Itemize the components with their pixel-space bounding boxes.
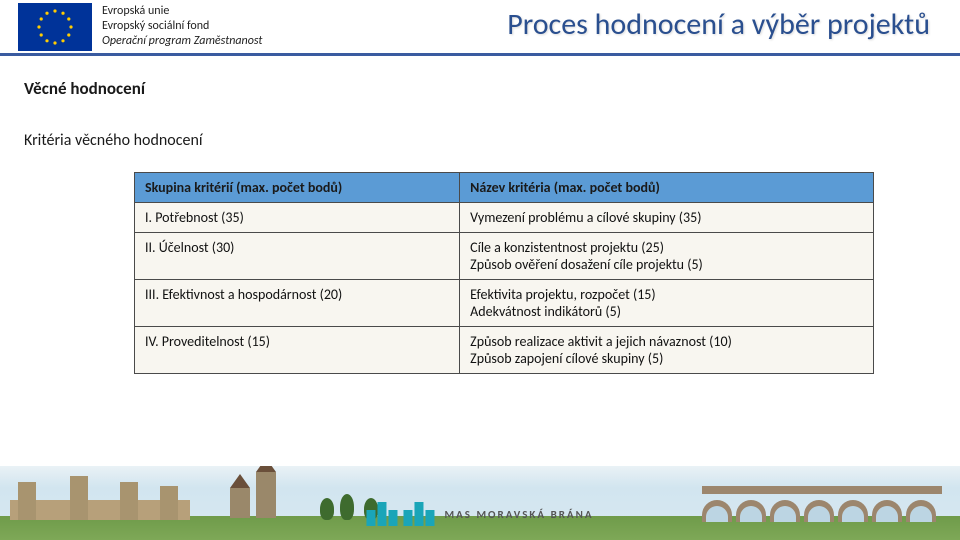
- footer-logo: MAS MORAVSKÁ BRÁNA: [366, 502, 593, 526]
- castle-icon: [10, 472, 190, 520]
- cell-name: Efektivita projektu, rozpočet (15) Adekv…: [460, 280, 874, 327]
- criteria-line: Vymezení problému a cílové skupiny (35): [470, 209, 863, 226]
- content-section: Věcné hodnocení Kritéria věcného hodnoce…: [0, 56, 960, 374]
- criteria-line: Adekvátnost indikátorů (5): [470, 303, 863, 320]
- table-row: IV. Proveditelnost (15) Způsob realizace…: [135, 327, 874, 374]
- table-row: I. Potřebnost (35) Vymezení problému a c…: [135, 203, 874, 233]
- eu-logo-block: Evropská unie Evropský sociální fond Ope…: [18, 3, 262, 51]
- cell-group: IV. Proveditelnost (15): [135, 327, 460, 374]
- eu-flag-icon: [18, 3, 92, 51]
- page-title: Proces hodnocení a výběr projektů: [507, 6, 930, 43]
- criteria-table: Skupina kritérií (max. počet bodů) Název…: [134, 172, 874, 374]
- criteria-line: Způsob realizace aktivit a jejich návazn…: [470, 333, 863, 350]
- cell-name: Vymezení problému a cílové skupiny (35): [460, 203, 874, 233]
- criteria-line: Způsob ověření dosažení cíle projektu (5…: [470, 256, 863, 273]
- table-row: III. Efektivnost a hospodárnost (20) Efe…: [135, 280, 874, 327]
- section-heading: Věcné hodnocení: [24, 78, 936, 99]
- criteria-line: Efektivita projektu, rozpočet (15): [470, 286, 863, 303]
- footer-illustration: MAS MORAVSKÁ BRÁNA: [0, 466, 960, 540]
- eu-program-text: Evropská unie Evropský sociální fond Ope…: [102, 4, 262, 49]
- table-header-row: Skupina kritérií (max. počet bodů) Název…: [135, 173, 874, 203]
- eu-text-line1: Evropská unie: [102, 4, 262, 19]
- cell-group: III. Efektivnost a hospodárnost (20): [135, 280, 460, 327]
- footer-org-name: MAS MORAVSKÁ BRÁNA: [444, 508, 593, 521]
- column-header-name: Název kritéria (max. počet bodů): [460, 173, 874, 203]
- eu-text-line2: Evropský sociální fond: [102, 19, 262, 34]
- cell-name: Cíle a konzistentnost projektu (25) Způs…: [460, 233, 874, 280]
- mm-logo-icon: [366, 502, 434, 526]
- sub-heading: Kritéria věcného hodnocení: [24, 131, 936, 150]
- bridge-icon: [702, 486, 942, 522]
- criteria-line: Cíle a konzistentnost projektu (25): [470, 239, 863, 256]
- header-bar: Evropská unie Evropský sociální fond Ope…: [0, 0, 960, 56]
- cell-name: Způsob realizace aktivit a jejich návazn…: [460, 327, 874, 374]
- cell-group: II. Účelnost (30): [135, 233, 460, 280]
- cell-group: I. Potřebnost (35): [135, 203, 460, 233]
- criteria-line: Způsob zapojení cílové skupiny (5): [470, 350, 863, 367]
- table-row: II. Účelnost (30) Cíle a konzistentnost …: [135, 233, 874, 280]
- eu-text-line3: Operační program Zaměstnanost: [102, 34, 262, 49]
- column-header-group: Skupina kritérií (max. počet bodů): [135, 173, 460, 203]
